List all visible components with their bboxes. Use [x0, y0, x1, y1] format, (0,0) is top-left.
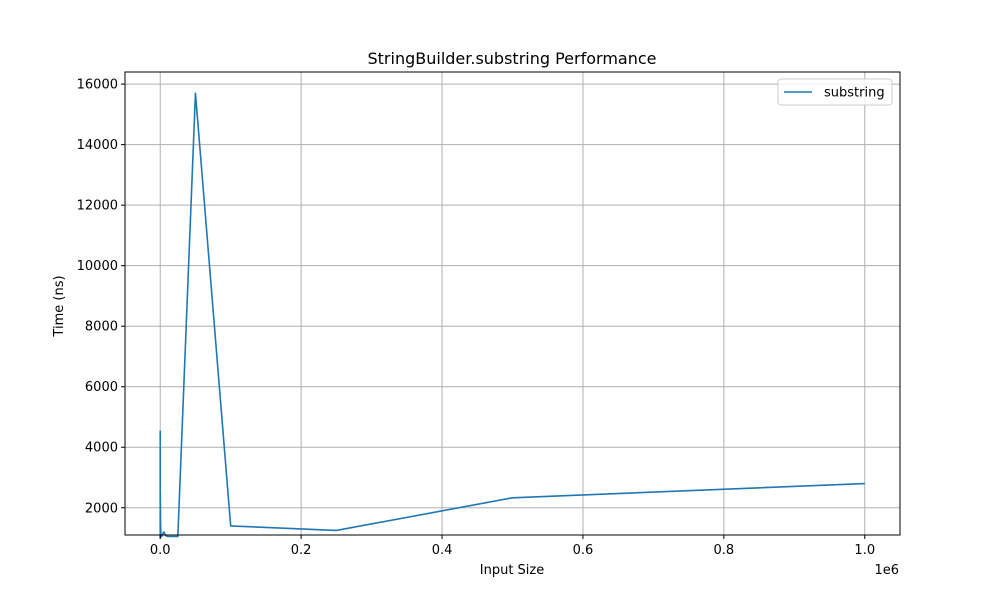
x-tick-label: 0.8 — [714, 543, 735, 558]
legend-label: substring — [824, 86, 885, 101]
series-lines — [159, 92, 865, 539]
y-tick-label: 8000 — [85, 320, 118, 335]
x-tick-label: 0.0 — [150, 543, 171, 558]
x-tick-label: 0.4 — [432, 543, 453, 558]
grid-lines — [125, 72, 900, 535]
y-tick-label: 10000 — [77, 259, 118, 274]
y-axis-label: Time (ns) — [52, 275, 67, 337]
chart-title: StringBuilder.substring Performance — [368, 49, 657, 68]
series-line-substring — [159, 92, 865, 539]
x-tick-label: 1.0 — [854, 543, 875, 558]
x-axis-label: Input Size — [480, 563, 544, 578]
y-tick-label: 14000 — [77, 138, 118, 153]
x-tick-label: 0.6 — [573, 543, 594, 558]
y-tick-label: 4000 — [85, 441, 118, 456]
legend-box — [777, 78, 893, 106]
y-tick-label: 16000 — [77, 78, 118, 93]
y-tick-label: 6000 — [85, 380, 118, 395]
plot-area-frame — [124, 71, 901, 536]
legend: substring — [777, 78, 893, 106]
y-tick-label: 12000 — [77, 199, 118, 214]
x-tick-label: 0.2 — [291, 543, 312, 558]
axis-ticks: 0.0 0.2 0.4 0.6 0.8 1.0 2000 4000 6000 8000 10000 1… — [77, 78, 875, 558]
x-axis-offset-label: 1e6 — [874, 563, 899, 578]
y-tick-label: 2000 — [85, 501, 118, 516]
